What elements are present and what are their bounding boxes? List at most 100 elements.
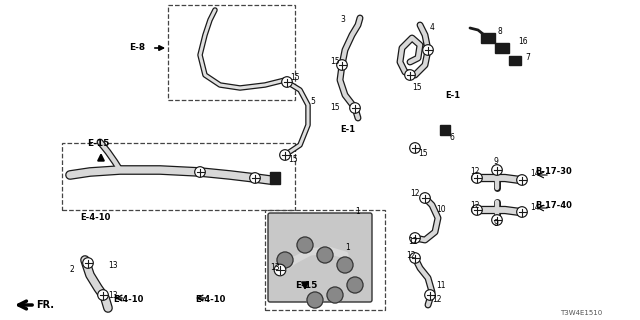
Text: 15: 15 (418, 148, 428, 157)
Text: 3: 3 (340, 15, 345, 25)
Circle shape (337, 257, 353, 273)
Circle shape (518, 176, 526, 184)
Circle shape (280, 150, 290, 160)
Bar (440, 125, 450, 135)
Text: 12: 12 (470, 201, 479, 210)
Text: E-8: E-8 (129, 44, 145, 52)
Bar (168, 5, 295, 100)
Text: 9: 9 (494, 220, 499, 228)
Text: 15: 15 (330, 103, 340, 113)
Circle shape (404, 70, 415, 80)
Circle shape (195, 167, 205, 177)
Circle shape (517, 175, 527, 185)
Text: E-15: E-15 (295, 281, 317, 290)
Circle shape (347, 277, 363, 293)
Text: 1: 1 (345, 244, 349, 252)
Bar (265, 210, 385, 310)
Text: E-1: E-1 (340, 125, 355, 134)
Text: 1: 1 (355, 207, 360, 217)
Circle shape (473, 206, 481, 214)
Circle shape (493, 166, 501, 174)
Text: E-1: E-1 (445, 91, 460, 100)
Circle shape (492, 215, 502, 225)
Text: B-17-40: B-17-40 (535, 201, 572, 210)
Circle shape (275, 266, 285, 275)
Text: E-15: E-15 (87, 139, 109, 148)
Circle shape (83, 258, 93, 268)
Text: E-4-10: E-4-10 (113, 295, 143, 305)
Text: E-4-10: E-4-10 (195, 295, 225, 305)
Circle shape (424, 46, 432, 54)
Text: T3W4E1510: T3W4E1510 (560, 310, 602, 316)
Text: 13: 13 (270, 263, 280, 273)
Circle shape (406, 71, 414, 79)
Circle shape (411, 144, 419, 152)
Circle shape (518, 208, 526, 216)
Text: E-4-10: E-4-10 (80, 213, 110, 222)
Circle shape (84, 259, 92, 267)
Circle shape (421, 194, 429, 202)
Circle shape (275, 264, 285, 276)
Text: FR.: FR. (36, 300, 54, 310)
Circle shape (281, 151, 289, 159)
FancyBboxPatch shape (268, 213, 372, 302)
Text: 7: 7 (525, 53, 530, 62)
Circle shape (420, 193, 430, 203)
Circle shape (250, 173, 260, 183)
Text: 12: 12 (470, 167, 479, 177)
Circle shape (317, 247, 333, 263)
Text: 14: 14 (530, 170, 540, 179)
Bar (270, 172, 280, 184)
Text: 12: 12 (406, 252, 415, 260)
Circle shape (410, 233, 420, 243)
Circle shape (277, 252, 293, 268)
Circle shape (307, 292, 323, 308)
Text: 15: 15 (288, 156, 298, 164)
Circle shape (251, 174, 259, 182)
Bar (495, 43, 509, 53)
Bar (509, 55, 521, 65)
Circle shape (351, 104, 359, 112)
Text: 9: 9 (494, 157, 499, 166)
Circle shape (297, 237, 313, 253)
Circle shape (493, 216, 501, 224)
Circle shape (283, 78, 291, 86)
Text: 2: 2 (70, 266, 75, 275)
Circle shape (338, 61, 346, 69)
Text: 15: 15 (330, 58, 340, 67)
Circle shape (282, 77, 292, 87)
Text: 6: 6 (450, 133, 455, 142)
Text: 15: 15 (412, 84, 422, 92)
Text: 13: 13 (108, 291, 118, 300)
Text: 10: 10 (436, 205, 445, 214)
Bar (481, 33, 495, 43)
Text: 15: 15 (290, 74, 300, 83)
Circle shape (517, 207, 527, 217)
Text: B-17-30: B-17-30 (535, 167, 572, 177)
Text: 12: 12 (410, 188, 419, 197)
Circle shape (492, 165, 502, 175)
Circle shape (473, 174, 481, 182)
Circle shape (411, 254, 419, 262)
Text: 5: 5 (310, 98, 315, 107)
Text: 12: 12 (432, 295, 442, 305)
Circle shape (425, 290, 435, 300)
Text: 14: 14 (530, 203, 540, 212)
Circle shape (423, 45, 433, 55)
Text: 12: 12 (408, 237, 417, 246)
Circle shape (337, 60, 347, 70)
Text: 13: 13 (108, 260, 118, 269)
Text: 16: 16 (518, 37, 527, 46)
Circle shape (472, 173, 482, 183)
Circle shape (98, 290, 108, 300)
Circle shape (350, 103, 360, 113)
Circle shape (99, 291, 107, 299)
Circle shape (426, 291, 434, 299)
Circle shape (410, 143, 420, 153)
Circle shape (410, 253, 420, 263)
Text: 4: 4 (430, 23, 435, 33)
Circle shape (472, 205, 482, 215)
Circle shape (411, 234, 419, 242)
Text: 11: 11 (436, 281, 445, 290)
Bar (62, 143, 295, 210)
